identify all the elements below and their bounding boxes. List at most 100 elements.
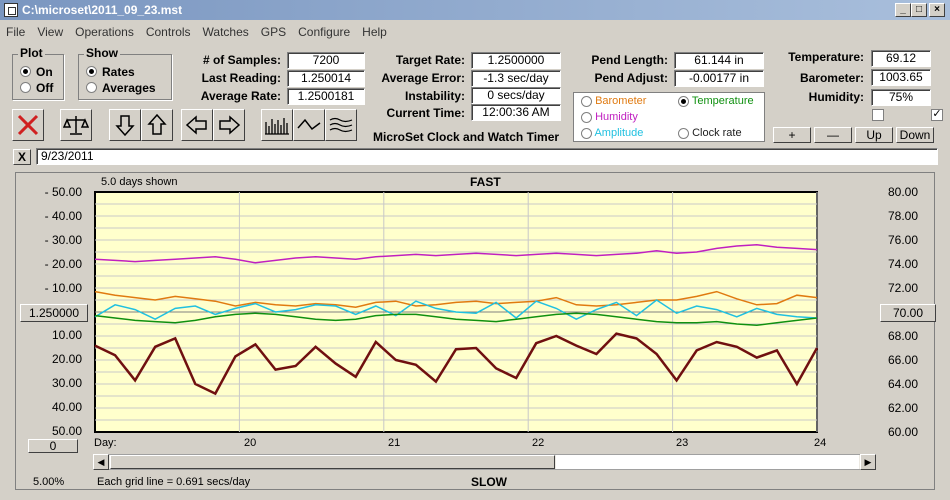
- grid-note: Each grid line = 0.691 secs/day: [97, 476, 251, 488]
- arrow-up-button[interactable]: [141, 109, 173, 141]
- menu-watches[interactable]: Watches: [202, 25, 249, 39]
- plot-group-label: Plot: [18, 46, 45, 60]
- left-tick: 50.00: [51, 424, 82, 438]
- arrow-right-icon: [219, 115, 241, 135]
- right-tick: 80.00: [887, 185, 918, 199]
- balance-button[interactable]: [60, 109, 92, 141]
- aux-down-button[interactable]: Down: [896, 127, 934, 143]
- radio-icon: [581, 95, 592, 107]
- temperature-field: 69.12: [871, 50, 931, 67]
- aux-temperature-label: Temperature: [691, 95, 754, 107]
- arrow-left-icon: [185, 115, 207, 135]
- center-temp-button[interactable]: 70.00: [880, 304, 936, 322]
- minimize-button[interactable]: _: [895, 3, 911, 17]
- line-mode-button[interactable]: [293, 109, 325, 141]
- right-tick: 66.00: [887, 353, 918, 367]
- left-tick: - 40.00: [44, 209, 82, 223]
- histogram-button[interactable]: [261, 109, 293, 141]
- right-tick: 68.00: [887, 329, 918, 343]
- app-name-label: MicroSet Clock and Watch Timer: [373, 130, 560, 144]
- arrow-left-button[interactable]: [181, 109, 213, 141]
- average-error-field: -1.3 sec/day: [471, 70, 561, 87]
- slow-label: SLOW: [471, 475, 507, 489]
- center-rate-button[interactable]: 1.250000: [20, 304, 88, 322]
- aux-humidity-radio[interactable]: Humidity: [581, 111, 638, 123]
- show-rates-label: Rates: [102, 64, 135, 79]
- wave-mode-button[interactable]: [325, 109, 357, 141]
- aux-plus-button[interactable]: +: [773, 127, 811, 143]
- barometer-field: 1003.65: [871, 69, 931, 86]
- close-window-button[interactable]: ×: [929, 3, 945, 17]
- aux-barometer-radio[interactable]: Barometer: [581, 95, 646, 107]
- plot-off-label: Off: [36, 80, 54, 95]
- show-averages-radio[interactable]: Averages: [86, 80, 156, 95]
- balance-icon: [63, 116, 89, 135]
- aux-clockrate-label: Clock rate: [692, 127, 742, 139]
- series-line-4: [94, 332, 819, 396]
- maximize-button[interactable]: □: [911, 3, 927, 17]
- menu-configure[interactable]: Configure: [298, 25, 351, 39]
- menu-controls[interactable]: Controls: [145, 25, 191, 39]
- x-icon: [17, 114, 39, 136]
- radio-icon: [581, 127, 592, 139]
- menu-gps[interactable]: GPS: [260, 25, 287, 39]
- right-tick: 62.00: [887, 401, 918, 415]
- aux-checkbox-2[interactable]: [931, 107, 944, 121]
- target-rate-field[interactable]: 1.2500000: [471, 52, 561, 69]
- aux-checkbox-1[interactable]: [872, 109, 884, 121]
- average-rate-field: 1.2500181: [287, 88, 365, 105]
- left-tick: 10.00: [51, 328, 82, 342]
- arrow-up-icon: [147, 113, 167, 135]
- note-close-button[interactable]: X: [13, 149, 31, 165]
- menu-bar: File View Operations Controls Watches GP…: [0, 22, 950, 42]
- current-time-label: Current Time:: [386, 106, 465, 120]
- app-icon: [4, 3, 18, 17]
- menu-view[interactable]: View: [37, 25, 64, 39]
- series-line-1: [94, 290, 818, 308]
- histogram-icon: [265, 118, 289, 135]
- pend-length-field[interactable]: 61.144 in: [674, 52, 764, 69]
- menu-operations[interactable]: Operations: [75, 25, 134, 39]
- arrow-down-button[interactable]: [109, 109, 141, 141]
- current-time-field: 12:00:36 AM: [471, 104, 561, 121]
- left-tick: - 20.00: [44, 257, 82, 271]
- radio-icon: [581, 111, 592, 123]
- plot-off-radio[interactable]: Off: [20, 80, 53, 95]
- last-reading-field: 1.250014: [287, 70, 365, 87]
- scroll-left-button[interactable]: ◀: [93, 454, 109, 470]
- radio-icon: [678, 95, 689, 107]
- days-shown-label: 5.0 days shown: [101, 176, 178, 188]
- instability-label: Instability:: [404, 89, 465, 103]
- show-averages-label: Averages: [102, 80, 156, 95]
- x-tick: 22: [532, 437, 545, 449]
- menu-file[interactable]: File: [6, 25, 26, 39]
- humidity-field: 75%: [871, 89, 931, 106]
- scroll-right-button[interactable]: ▶: [860, 454, 876, 470]
- percent-label: 5.00%: [33, 476, 65, 488]
- window-title: C:\microset\2011_09_23.mst: [22, 3, 183, 17]
- temperature-label: Temperature:: [788, 50, 864, 64]
- radio-icon: [20, 66, 31, 78]
- pend-adjust-field: -0.00177 in: [674, 70, 764, 87]
- aux-minus-button[interactable]: —: [814, 127, 852, 143]
- aux-clockrate-radio[interactable]: Clock rate: [678, 127, 742, 139]
- stop-button[interactable]: [12, 109, 44, 141]
- aux-up-button[interactable]: Up: [855, 127, 893, 143]
- target-rate-label: Target Rate:: [395, 53, 465, 67]
- scroll-thumb[interactable]: [110, 455, 555, 469]
- title-bar: C:\microset\2011_09_23.mst: [0, 0, 950, 20]
- menu-help[interactable]: Help: [362, 25, 387, 39]
- humidity-label: Humidity:: [808, 90, 864, 104]
- left-tick: 40.00: [51, 400, 82, 414]
- left-tick: 20.00: [51, 352, 82, 366]
- left-tick: - 30.00: [44, 233, 82, 247]
- show-rates-radio[interactable]: Rates: [86, 64, 135, 79]
- plot-on-radio[interactable]: On: [20, 64, 53, 79]
- zero-button[interactable]: 0: [28, 439, 78, 453]
- series-line-2: [94, 299, 818, 321]
- aux-amplitude-radio[interactable]: Amplitude: [581, 127, 643, 139]
- note-input[interactable]: 9/23/2011: [36, 148, 938, 165]
- right-tick: 64.00: [887, 377, 918, 391]
- aux-temperature-radio[interactable]: Temperature: [678, 95, 754, 107]
- arrow-right-button[interactable]: [213, 109, 245, 141]
